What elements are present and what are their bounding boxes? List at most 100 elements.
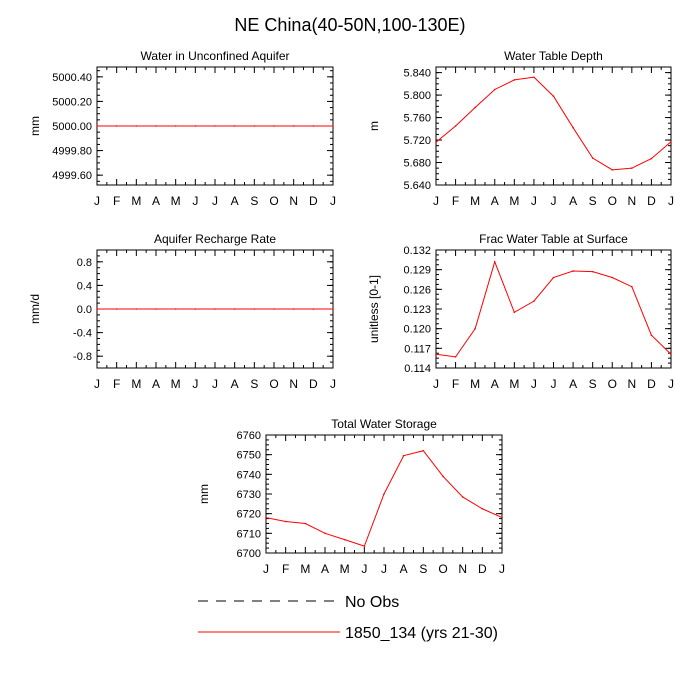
frac-water-table-xtick-label: M [509, 377, 519, 391]
frac-water-table-data-point [474, 327, 476, 330]
recharge-rate-ytick-label: 0.0 [77, 304, 92, 316]
aquifer-water-ytick-label: 4999.80 [52, 146, 92, 158]
water-table-depth-title: Water Table Depth [504, 49, 603, 63]
frac-water-table-frame [435, 249, 672, 369]
total-water-storage-data-point [442, 475, 444, 478]
aquifer-water-data-point [253, 125, 256, 127]
aquifer-water-data-point [292, 125, 295, 127]
total-water-storage-ytick-label: 6720 [237, 509, 261, 521]
aquifer-water-xtick-label: J [330, 194, 336, 208]
recharge-rate-xtick-label: S [250, 377, 258, 391]
total-water-storage-title: Total Water Storage [331, 417, 437, 431]
recharge-rate-xtick-label: J [94, 377, 100, 391]
water-table-depth-xtick-label: J [531, 194, 537, 208]
aquifer-water-data-point [332, 125, 334, 127]
aquifer-water-xtick-label: F [113, 194, 120, 208]
aquifer-water-xtick-label: M [171, 194, 181, 208]
recharge-rate-xtick-label: M [131, 377, 141, 391]
recharge-rate-xtick-label: D [309, 377, 318, 391]
recharge-rate-data-point [332, 308, 334, 310]
total-water-storage-ytick-label: 6750 [237, 450, 261, 462]
water-table-depth-xtick-label: N [627, 194, 636, 208]
aquifer-water-xtick-label: D [309, 194, 318, 208]
aquifer-water-data-point [155, 125, 157, 127]
water-table-depth-xtick-label: M [470, 194, 480, 208]
water-table-depth-xtick-label: O [608, 194, 617, 208]
water-table-depth-data-point [533, 76, 535, 78]
water-table-depth-data-point [454, 125, 457, 127]
frac-water-table-ytick-label: 0.114 [404, 363, 431, 375]
water-table-depth-ytick-label: 5.840 [403, 68, 431, 80]
total-water-storage-data-point [422, 449, 425, 452]
frac-water-table-data-point [552, 276, 555, 279]
recharge-rate-xtick-label: J [212, 377, 218, 391]
total-water-storage-data-point [461, 496, 464, 498]
total-water-storage-xtick-label: J [263, 562, 269, 576]
figure-title: NE China(40-50N,100-130E) [234, 15, 465, 35]
aquifer-water-data-point [194, 125, 197, 127]
recharge-rate-data-point [194, 308, 197, 310]
frac-water-table-ylabel: unitless [0-1] [367, 275, 381, 343]
frac-water-table-data-point [670, 353, 672, 356]
total-water-storage-xtick-label: S [419, 562, 427, 576]
total-water-storage-xtick-label: D [478, 562, 487, 576]
total-water-storage-ytick-label: 6700 [237, 548, 261, 560]
total-water-storage-data-point [363, 545, 366, 547]
frac-water-table-xtick-label: A [569, 377, 577, 391]
water-table-depth-xtick-label: J [551, 194, 557, 208]
frac-water-table-data-point [611, 276, 614, 279]
frac-water-table-ytick-label: 0.123 [403, 304, 431, 316]
water-table-depth-xtick-label: J [668, 194, 674, 208]
frac-water-table-data-point [650, 334, 653, 337]
recharge-rate-ytick-label: -0.4 [73, 328, 92, 340]
frac-water-table-xtick-label: F [452, 377, 459, 391]
water-table-depth-ytick-label: 5.640 [403, 180, 431, 192]
legend-label-no-obs: No Obs [345, 594, 399, 611]
aquifer-water-xtick-label: A [231, 194, 239, 208]
frac-water-table-xtick-label: A [491, 377, 499, 391]
total-water-storage-xtick-label: J [499, 562, 505, 576]
water-table-depth-ytick-label: 5.680 [403, 158, 431, 170]
frac-water-table-data-point [591, 270, 594, 273]
total-water-storage-ytick-label: 6740 [237, 469, 261, 481]
aquifer-water-ytick-label: 4999.60 [52, 170, 92, 182]
aquifer-water-data-point [312, 125, 315, 127]
total-water-storage-ytick-label: 6760 [237, 430, 261, 442]
frac-water-table-data-point [572, 270, 574, 272]
frac-water-table-xtick-label: O [608, 377, 617, 391]
recharge-rate-data-point [155, 308, 157, 310]
water-table-depth-data-point [513, 79, 516, 81]
aquifer-water-data-point [233, 125, 236, 127]
aquifer-water-ytick-label: 5000.40 [52, 72, 92, 84]
water-table-depth-data-point [493, 88, 496, 91]
frac-water-table-xtick-label: J [531, 377, 537, 391]
water-table-depth-xtick-label: A [569, 194, 577, 208]
frac-water-table-data-point [631, 285, 633, 288]
frac-water-table-series-line [435, 260, 672, 358]
recharge-rate-ylabel: mm/d [28, 294, 42, 324]
recharge-rate-data-point [253, 308, 256, 310]
aquifer-water-data-point [214, 125, 216, 127]
water-table-depth-xtick-label: F [452, 194, 459, 208]
frac-water-table-xtick-label: J [551, 377, 557, 391]
recharge-rate-data-point [96, 308, 98, 310]
recharge-rate-data-point [115, 308, 118, 310]
recharge-rate-xtick-label: A [231, 377, 239, 391]
aquifer-water-xtick-label: J [212, 194, 218, 208]
recharge-rate-data-point [312, 308, 315, 310]
recharge-rate-xtick-label: A [152, 377, 160, 391]
total-water-storage-data-point [402, 454, 405, 457]
water-table-depth-data-point [631, 167, 633, 169]
total-water-storage-xtick-label: M [300, 562, 310, 576]
total-water-storage-xtick-label: J [381, 562, 387, 576]
total-water-storage-series-line [265, 450, 503, 547]
aquifer-water-ytick-label: 5000.20 [52, 96, 92, 108]
frac-water-table-data-point [533, 300, 535, 302]
legend-label-model: 1850_134 (yrs 21-30) [345, 625, 498, 642]
aquifer-water-data-point [96, 125, 98, 127]
frac-water-table-data-point [513, 311, 516, 314]
